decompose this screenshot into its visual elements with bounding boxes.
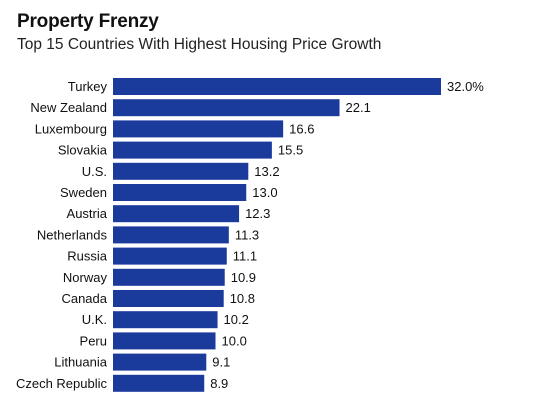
- value-label-turkey: 32.0%: [447, 79, 484, 94]
- value-label-peru: 10.0: [222, 333, 247, 348]
- bar-lithuania: [113, 353, 207, 371]
- value-label-czech-republic: 8.9: [210, 376, 228, 391]
- category-label-slovakia: Slovakia: [58, 143, 108, 158]
- category-label-luxembourg: Luxembourg: [35, 121, 107, 136]
- chart-title: Property Frenzy: [17, 11, 159, 32]
- category-label-netherlands: Netherlands: [37, 227, 108, 242]
- value-label-russia: 11.1: [233, 249, 257, 264]
- category-label-lithuania: Lithuania: [54, 355, 108, 370]
- value-label-u-k: 10.2: [224, 312, 249, 327]
- bar-netherlands: [113, 226, 229, 244]
- category-label-canada: Canada: [61, 291, 107, 306]
- value-label-lithuania: 9.1: [212, 355, 230, 370]
- category-label-sweden: Sweden: [60, 185, 107, 200]
- bar-luxembourg: [113, 120, 284, 138]
- bar-canada: [113, 290, 224, 307]
- category-label-turkey: Turkey: [68, 79, 108, 94]
- chart-subtitle: Top 15 Countries With Highest Housing Pr…: [17, 36, 382, 53]
- bar-czech-republic: [113, 374, 205, 392]
- value-label-luxembourg: 16.6: [289, 121, 314, 136]
- value-label-netherlands: 11.3: [235, 227, 259, 242]
- value-label-canada: 10.8: [230, 291, 255, 306]
- category-label-new-zealand: New Zealand: [30, 100, 107, 115]
- value-label-slovakia: 15.5: [278, 143, 303, 158]
- bar-new-zealand: [113, 99, 340, 117]
- category-label-austria: Austria: [67, 206, 108, 221]
- value-label-new-zealand: 22.1: [346, 100, 371, 115]
- value-label-norway: 10.9: [231, 270, 256, 285]
- bar-sweden: [113, 184, 247, 201]
- bar-russia: [113, 247, 227, 265]
- bar-austria: [113, 205, 240, 223]
- category-label-norway: Norway: [63, 270, 108, 285]
- category-label-u-s: U.S.: [82, 164, 107, 179]
- value-label-sweden: 13.0: [252, 185, 277, 200]
- bar-peru: [113, 332, 216, 350]
- value-label-u-s: 13.2: [254, 164, 279, 179]
- bar-turkey: [113, 78, 441, 95]
- category-label-czech-republic: Czech Republic: [16, 376, 108, 391]
- category-label-russia: Russia: [67, 249, 108, 264]
- bar-u-s: [113, 162, 249, 180]
- category-label-u-k: U.K.: [82, 312, 107, 327]
- value-label-austria: 12.3: [245, 206, 270, 221]
- category-label-peru: Peru: [80, 333, 107, 348]
- bar-slovakia: [113, 141, 272, 159]
- bar-u-k: [113, 311, 218, 329]
- bar-norway: [113, 268, 225, 286]
